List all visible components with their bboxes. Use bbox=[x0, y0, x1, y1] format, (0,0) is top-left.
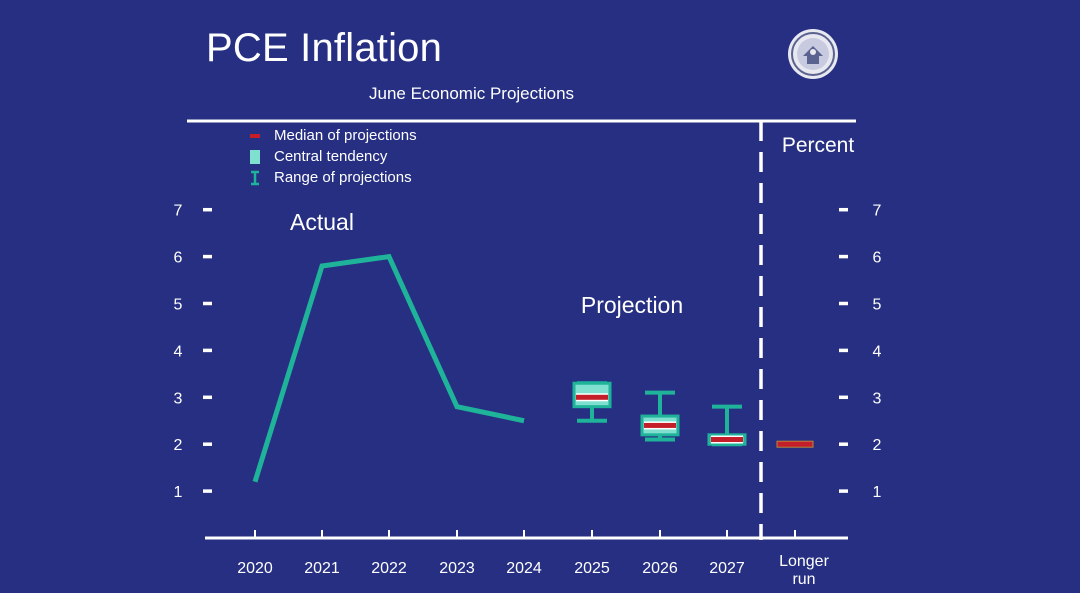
y-tick-label-left-4: 4 bbox=[174, 343, 183, 360]
y-tick-label-right-5: 5 bbox=[873, 297, 882, 314]
range-bar-icon bbox=[251, 170, 259, 185]
x-tick-label-2021: 2021 bbox=[304, 560, 340, 577]
median-marker-icon bbox=[250, 133, 260, 138]
x-tick-label-2027: 2027 bbox=[709, 560, 745, 577]
median-marker-2026 bbox=[644, 422, 676, 428]
y-tick-label-left-5: 5 bbox=[174, 297, 183, 314]
x-tick-label-2026: 2026 bbox=[642, 560, 678, 577]
projection-label: Projection bbox=[581, 292, 683, 318]
y-tick-label-right-4: 4 bbox=[873, 343, 882, 360]
x-tick-label-2025: 2025 bbox=[574, 560, 610, 577]
legend-central-label: Central tendency bbox=[274, 148, 388, 165]
percent-label: Percent bbox=[782, 134, 855, 157]
y-tick-label-right-1: 1 bbox=[873, 484, 882, 501]
y-tick-label-right-2: 2 bbox=[873, 437, 882, 454]
y-tick-label-left-2: 2 bbox=[174, 437, 183, 454]
x-tick-label-longer: Longer bbox=[779, 553, 829, 570]
median-marker-longer-run bbox=[776, 440, 814, 448]
actual-label: Actual bbox=[290, 209, 354, 235]
y-tick-label-left-7: 7 bbox=[174, 203, 183, 220]
y-tick-label-left-1: 1 bbox=[174, 484, 183, 501]
y-tick-label-left-3: 3 bbox=[174, 390, 183, 407]
legend-central: Central tendency bbox=[246, 146, 417, 167]
y-tick-label-left-6: 6 bbox=[174, 250, 183, 267]
median-marker-2025 bbox=[576, 394, 608, 400]
legend-range: Range of projections bbox=[246, 167, 417, 188]
federal-reserve-seal-icon bbox=[788, 29, 838, 79]
x-tick-label-2020: 2020 bbox=[237, 560, 273, 577]
chart-subtitle: June Economic Projections bbox=[369, 84, 575, 103]
x-tick-label-2024: 2024 bbox=[506, 560, 542, 577]
legend-median-label: Median of projections bbox=[274, 127, 417, 144]
legend: Median of projections Central tendency R… bbox=[246, 125, 417, 188]
y-tick-label-right-7: 7 bbox=[873, 203, 882, 220]
central-tendency-icon bbox=[250, 149, 260, 164]
actual-series-line bbox=[252, 253, 525, 483]
x-tick-label-run: run bbox=[792, 571, 815, 588]
median-marker-2027 bbox=[711, 437, 743, 443]
x-tick-label-2023: 2023 bbox=[439, 560, 475, 577]
legend-range-label: Range of projections bbox=[274, 169, 412, 186]
chart-title: PCE Inflation bbox=[206, 26, 443, 70]
y-tick-label-right-6: 6 bbox=[873, 250, 882, 267]
x-tick-label-2022: 2022 bbox=[371, 560, 407, 577]
legend-median: Median of projections bbox=[246, 125, 417, 146]
y-tick-label-right-3: 3 bbox=[873, 390, 882, 407]
